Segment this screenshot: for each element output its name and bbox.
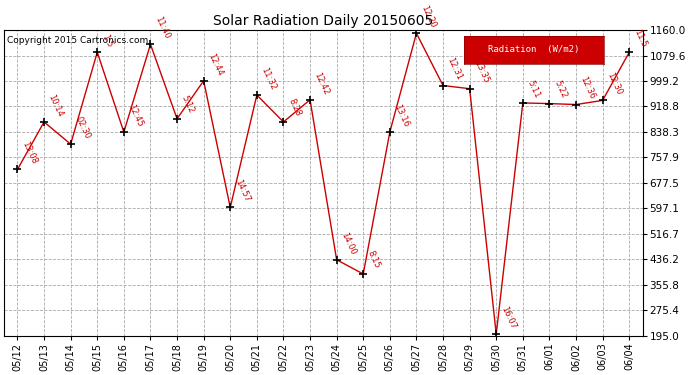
Text: 11:5: 11:5: [632, 28, 648, 48]
Text: 8:28: 8:28: [286, 98, 302, 118]
Text: 12:44: 12:44: [206, 52, 224, 77]
Text: Copyright 2015 Cartronics.com: Copyright 2015 Cartronics.com: [8, 36, 148, 45]
Text: 10:14: 10:14: [47, 93, 65, 118]
Text: 13:16: 13:16: [393, 103, 411, 128]
Text: 11:40: 11:40: [153, 15, 171, 40]
Text: 12:45: 12:45: [126, 103, 145, 128]
Text: 5:12: 5:12: [179, 94, 196, 115]
Text: 02:30: 02:30: [73, 115, 92, 140]
Text: 12:36: 12:36: [579, 75, 597, 101]
Text: 1:5: 1:5: [100, 33, 114, 48]
Text: 5:11: 5:11: [526, 79, 542, 99]
Text: 14:57: 14:57: [233, 178, 251, 204]
Text: 16:07: 16:07: [499, 305, 518, 330]
Text: 11:32: 11:32: [259, 66, 278, 91]
Text: 12:42: 12:42: [313, 70, 331, 96]
Text: 8:15: 8:15: [366, 249, 382, 270]
Text: 5:22: 5:22: [552, 79, 568, 100]
Title: Solar Radiation Daily 20150605: Solar Radiation Daily 20150605: [213, 13, 433, 27]
Text: 13:35: 13:35: [472, 59, 491, 85]
Text: 13:08: 13:08: [20, 140, 39, 166]
Text: 14:00: 14:00: [339, 231, 357, 256]
Text: 12:20: 12:20: [419, 4, 437, 30]
Text: 12:30: 12:30: [605, 71, 624, 97]
Text: 12:31: 12:31: [446, 56, 464, 82]
